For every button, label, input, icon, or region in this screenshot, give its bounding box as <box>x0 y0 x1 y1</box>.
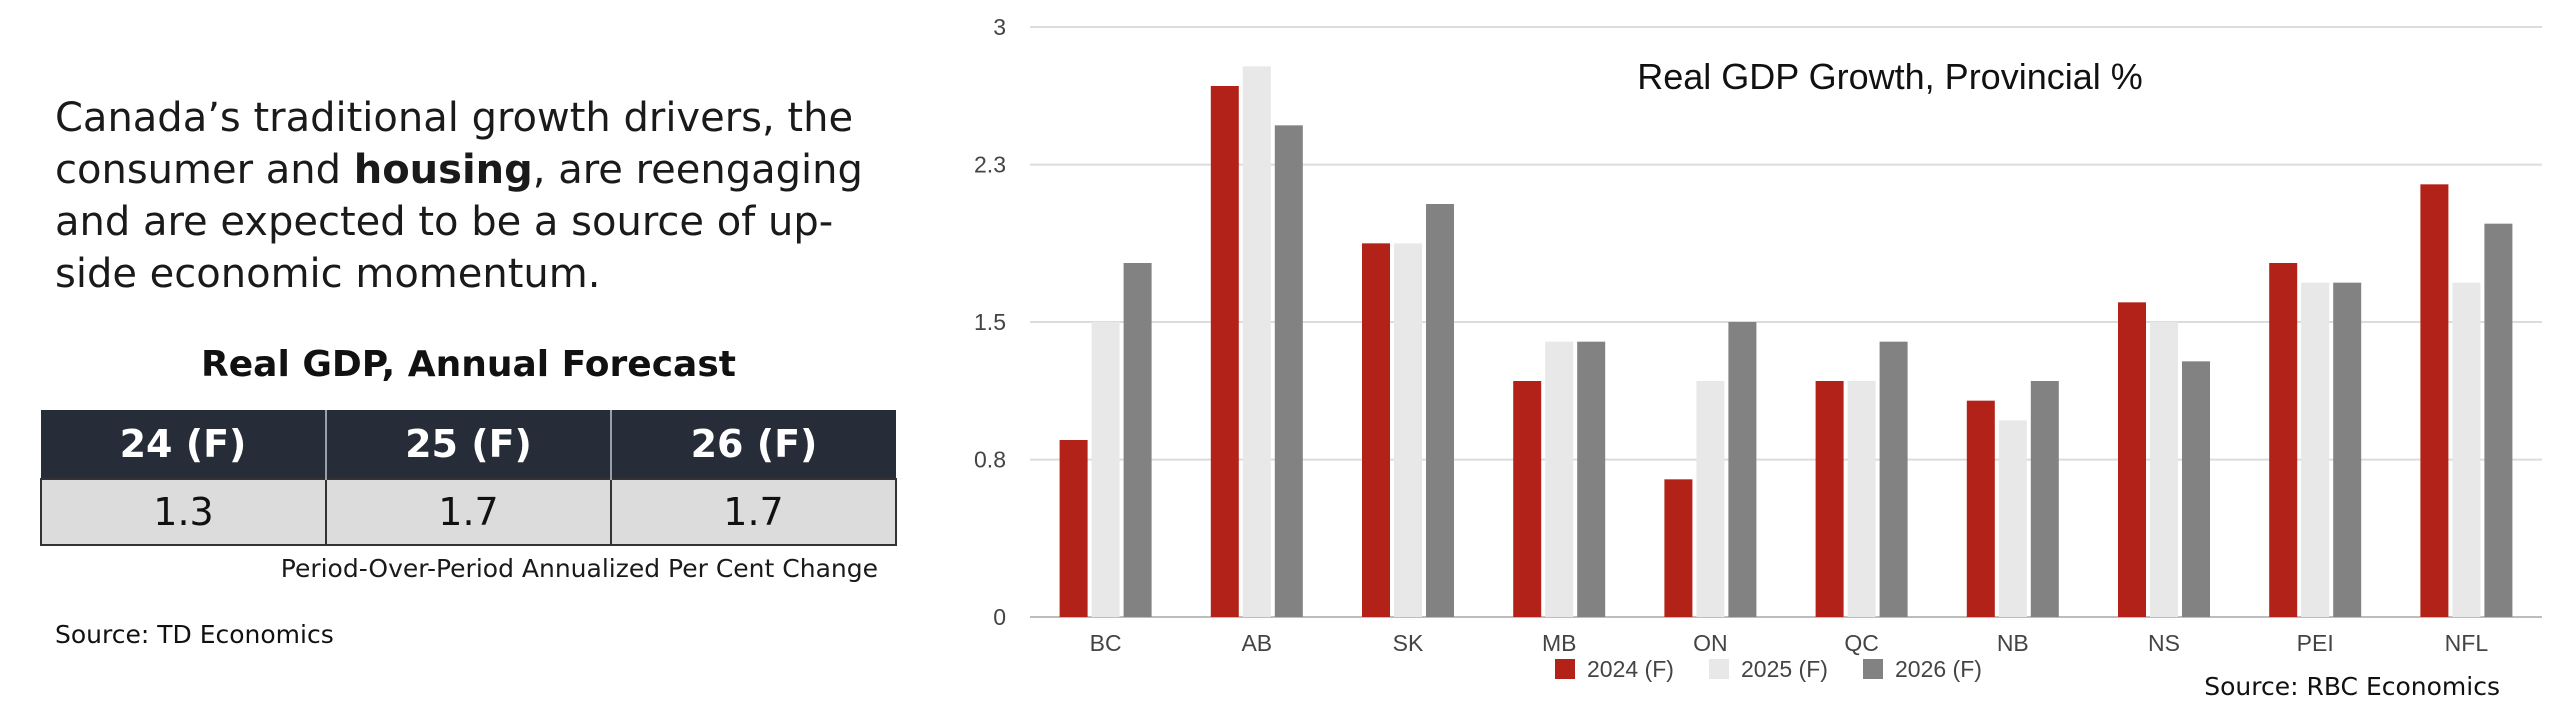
bar <box>1545 341 1574 617</box>
bar <box>2118 302 2146 617</box>
forecast-header-2025: 25 (F) <box>325 410 611 479</box>
bar <box>1998 420 2027 617</box>
x-tick-label: SK <box>1393 630 1424 656</box>
bar <box>2030 381 2059 617</box>
forecast-value-2024: 1.3 <box>40 478 327 546</box>
legend-swatch <box>1555 659 1575 679</box>
legend-swatch <box>1709 659 1729 679</box>
legend-label: 2024 (F) <box>1587 656 1674 682</box>
y-tick-label: 3 <box>993 14 1006 40</box>
headline-text-start: Canada’s traditional growth drivers, the… <box>55 95 854 193</box>
provincial-gdp-chart: 0 0.8 1.5 2.3 3 BC AB SK MB ON QC NB NS PEI NFL 2024 (… <box>974 14 2542 682</box>
forecast-value-row: 1.3 1.7 1.7 <box>40 478 897 546</box>
bar <box>1362 243 1390 618</box>
chart-source: Source: RBC Economics <box>2204 672 2500 701</box>
legend-label: 2026 (F) <box>1895 656 1982 682</box>
forecast-header-2026: 26 (F) <box>610 410 896 479</box>
bar <box>1664 479 1693 617</box>
y-tick-label: 1.5 <box>974 309 1006 335</box>
chart-title: Real GDP Growth, Provincial % <box>1637 56 2143 97</box>
x-tick-label: NFL <box>2445 630 2489 656</box>
x-tick-label: ON <box>1693 630 1728 656</box>
headline-emphasis: housing <box>353 147 533 193</box>
x-tick-label: NS <box>2148 630 2180 656</box>
chart-panel: 0 0.8 1.5 2.3 3 BC AB SK MB ON QC NB NS PEI NFL 2024 (… <box>960 0 2560 710</box>
forecast-value-2025: 1.7 <box>325 478 612 546</box>
bar <box>1728 322 1757 617</box>
bar <box>1815 381 1844 617</box>
x-tick-label: BC <box>1090 630 1122 656</box>
bar <box>2333 282 2362 617</box>
bar <box>1879 341 1908 617</box>
x-tick-label: PEI <box>2297 630 2334 656</box>
y-tick-label: 0.8 <box>974 447 1006 473</box>
legend-label: 2025 (F) <box>1741 656 1828 682</box>
bar <box>1966 400 1995 617</box>
chart-labels: 0 0.8 1.5 2.3 3 BC AB SK MB ON QC NB NS PEI NFL <box>974 14 2488 656</box>
bar <box>1274 125 1303 617</box>
x-tick-label: AB <box>1241 630 1272 656</box>
forecast-table-title: Real GDP, Annual Forecast <box>201 344 736 385</box>
bar <box>1059 440 1088 617</box>
bar <box>1242 66 1271 618</box>
bar <box>2484 223 2513 617</box>
bar <box>2269 263 2298 617</box>
left-panel: Canada’s traditional growth drivers, the… <box>0 0 960 710</box>
bar <box>1847 381 1876 617</box>
chart-legend: 2024 (F) 2025 (F) 2026 (F) <box>1555 656 1982 682</box>
legend-swatch <box>1863 659 1883 679</box>
forecast-table-note: Period-Over-Period Annualized Per Cent C… <box>280 554 878 583</box>
bar <box>1123 263 1152 617</box>
x-tick-label: QC <box>1844 630 1879 656</box>
chart-bars <box>1059 66 2513 618</box>
bar <box>1513 381 1542 617</box>
bar <box>2301 282 2330 617</box>
bar <box>1577 341 1606 617</box>
bar <box>1426 204 1454 617</box>
bar <box>2420 184 2449 618</box>
bar <box>1210 86 1239 617</box>
bar <box>1394 243 1422 618</box>
forecast-source: Source: TD Economics <box>55 620 334 649</box>
forecast-table: 24 (F) 25 (F) 26 (F) 1.3 1.7 1.7 <box>40 410 897 546</box>
x-tick-label: MB <box>1542 630 1577 656</box>
forecast-header-row: 24 (F) 25 (F) 26 (F) <box>41 410 896 479</box>
bar <box>2452 282 2481 617</box>
bar <box>2182 361 2210 617</box>
y-tick-label: 0 <box>993 604 1006 630</box>
forecast-value-2026: 1.7 <box>610 478 897 546</box>
bar <box>1091 322 1120 617</box>
headline: Canada’s traditional growth drivers, the… <box>55 92 915 300</box>
x-tick-label: NB <box>1997 630 2029 656</box>
forecast-header-2024: 24 (F) <box>41 410 326 479</box>
headline-text-end: , are reengaging and are expected to be … <box>55 147 863 297</box>
y-tick-label: 2.3 <box>974 152 1006 178</box>
bar <box>2150 322 2178 617</box>
bar <box>1696 381 1725 617</box>
